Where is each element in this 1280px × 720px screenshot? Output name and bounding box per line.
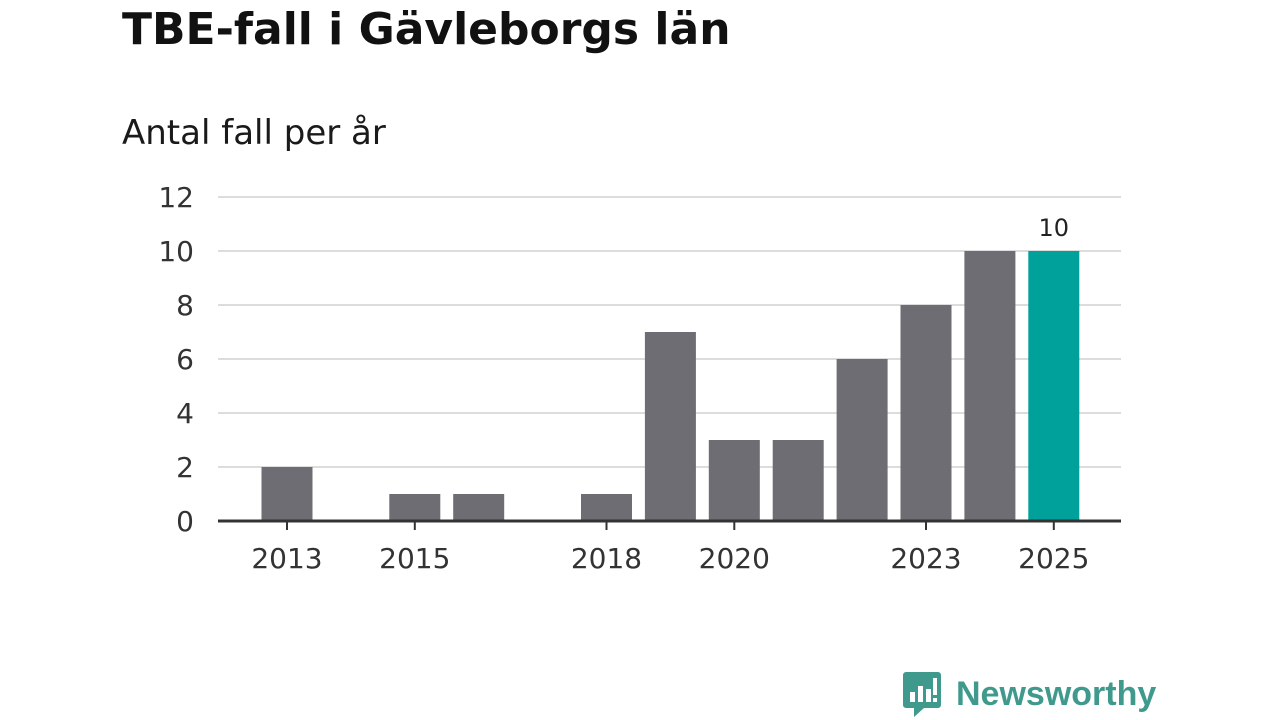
y-tick-label-4: 4: [176, 397, 194, 430]
x-tick-label-2018: 2018: [571, 542, 642, 575]
y-tick-label-8: 8: [176, 289, 194, 322]
chart-title: TBE-fall i Gävleborgs län: [122, 4, 731, 55]
bar-2019: [644, 332, 696, 521]
bar-chart: 0 2 4 6 8 10 12 2013 2015 2018 2020 2023 2025 10: [158, 181, 1121, 575]
y-axis-ticks: 0 2 4 6 8 10 12: [158, 181, 194, 538]
newsworthy-logo: Newsworthy: [902, 668, 1156, 720]
x-tick-label-2020: 2020: [699, 542, 770, 575]
bar-2025: [1028, 251, 1080, 521]
newsworthy-chart-bubble-icon: [903, 672, 941, 717]
y-tick-label-10: 10: [158, 235, 194, 268]
bar-2022: [836, 359, 888, 521]
y-tick-label-12: 12: [158, 181, 194, 214]
bar-2021: [772, 440, 824, 521]
brand-name: Newsworthy: [956, 674, 1157, 713]
data-label-2025: 10: [1039, 214, 1070, 242]
x-axis-ticks: 2013 2015 2018 2020 2023 2025: [251, 521, 1089, 575]
bar-2023: [900, 305, 952, 521]
bar-2016: [453, 494, 505, 521]
data-labels: 10: [1039, 214, 1070, 242]
bar-2015: [389, 494, 441, 521]
chart-subtitle: Antal fall per år: [122, 113, 386, 153]
x-tick-label-2023: 2023: [890, 542, 961, 575]
bar-2018: [581, 494, 632, 521]
y-tick-label-2: 2: [176, 451, 194, 484]
bars: [261, 251, 1080, 521]
y-tick-label-0: 0: [176, 505, 194, 538]
x-tick-label-2025: 2025: [1018, 542, 1089, 575]
bar-2020: [708, 440, 760, 521]
bar-2024: [964, 251, 1016, 521]
x-tick-label-2013: 2013: [251, 542, 322, 575]
x-tick-label-2015: 2015: [379, 542, 450, 575]
y-tick-label-6: 6: [176, 343, 194, 376]
bar-2013: [261, 467, 313, 521]
